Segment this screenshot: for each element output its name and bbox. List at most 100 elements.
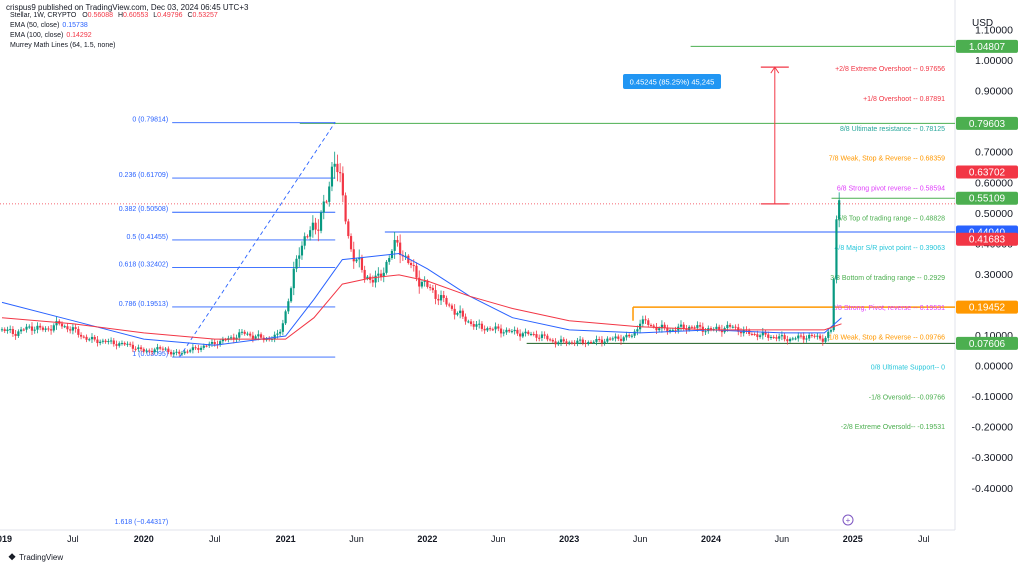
- candle-body: [598, 339, 601, 341]
- candle-body: [734, 326, 737, 328]
- measure-arrow-head: [770, 66, 780, 74]
- candle-body: [486, 328, 489, 331]
- price-label-text: 0.07606: [969, 339, 1006, 350]
- candle-body: [25, 326, 28, 330]
- candle-body: [129, 343, 132, 345]
- candle-body: [448, 304, 451, 306]
- candle-body: [606, 338, 609, 342]
- candle-body: [104, 340, 107, 343]
- candle-body: [396, 239, 399, 243]
- candle-body: [276, 333, 279, 335]
- candle-body: [690, 326, 694, 328]
- candle-body: [600, 339, 604, 343]
- candle-body: [802, 335, 805, 340]
- candle-body: [824, 337, 827, 342]
- ema100-indicator[interactable]: EMA (100, close) 0.14292: [10, 32, 92, 39]
- candle-body: [647, 320, 650, 325]
- ohlc-high: 0.60553: [123, 12, 149, 19]
- candle-body: [475, 324, 478, 327]
- candle-body: [197, 348, 200, 350]
- candle-body: [322, 201, 325, 213]
- murrey-indicator[interactable]: Murrey Math Lines (64, 1.5, none): [10, 42, 115, 49]
- price-label-box: [956, 39, 1018, 53]
- candle-body: [385, 261, 388, 273]
- candle-body: [243, 331, 246, 334]
- murrey-level-label: 1/8 Weak, Stop & Reverse -- 0.09766: [829, 335, 945, 342]
- candle-body: [300, 245, 304, 256]
- y-tick-label: 1.00000: [975, 55, 1013, 67]
- candle-body: [115, 344, 118, 346]
- candle-body: [44, 328, 47, 330]
- candle-body: [139, 347, 143, 350]
- candle-body: [636, 329, 639, 332]
- candle-body: [213, 341, 216, 345]
- y-tick-label: 0.30000: [975, 269, 1013, 281]
- candle-body: [557, 342, 560, 345]
- candle-body: [758, 335, 762, 337]
- fib-level-label: 1.618 (−0.44317): [115, 519, 169, 526]
- candle-body: [259, 334, 263, 338]
- candle-body: [810, 334, 813, 336]
- candle-body: [22, 329, 25, 331]
- candle-body: [497, 326, 500, 329]
- candle-body: [191, 347, 194, 351]
- candle-body: [756, 334, 759, 337]
- ohlc-low-label: L: [153, 12, 158, 19]
- candle-body: [407, 255, 410, 264]
- candle-body: [14, 333, 17, 336]
- murrey-level-label: -1/8 Oversold-- -0.09766: [869, 394, 945, 401]
- candle-body: [99, 341, 102, 344]
- x-tick-label: Jun: [633, 534, 648, 544]
- ema50-label: EMA (50, close): [10, 22, 60, 29]
- y-tick-label: -0.10000: [972, 391, 1014, 403]
- candle-body: [728, 324, 732, 327]
- candle-body: [319, 212, 323, 231]
- symbol-ohlc-row: Stellar, 1W, CRYPTO O0.56088 H0.60553 L0…: [10, 12, 218, 19]
- fib-level-label: 0.5 (0.41455): [127, 234, 169, 241]
- price-label-box: [956, 232, 1018, 246]
- candle-body: [221, 339, 224, 342]
- candle-body: [134, 348, 137, 350]
- candle-body: [150, 350, 154, 353]
- candle-body: [314, 222, 317, 230]
- candle-body: [442, 295, 445, 298]
- candle-body: [161, 348, 164, 350]
- tradingview-logo[interactable]: ❖ TradingView: [8, 552, 63, 563]
- fib-level-label: 0.618 (0.32402): [119, 262, 168, 269]
- murrey-level-label: -2/8 Extreme Oversold-- -0.19531: [841, 424, 945, 431]
- candle-body: [565, 341, 568, 344]
- candle-body: [205, 345, 208, 347]
- add-event-icon: [842, 514, 854, 526]
- ema50-indicator[interactable]: EMA (50, close) 0.15738: [10, 22, 88, 29]
- candle-body: [589, 342, 593, 344]
- x-tick-label: 2019: [0, 534, 12, 544]
- candle-body: [439, 295, 443, 301]
- y-tick-label: -0.20000: [972, 422, 1014, 434]
- price-label-box: [956, 300, 1018, 314]
- murrey-label: Murrey Math Lines (64, 1.5, none): [10, 42, 116, 49]
- candle-body: [109, 340, 113, 342]
- price-label-text: 0.55109: [969, 194, 1006, 205]
- candle-body: [118, 343, 121, 346]
- candle-body: [775, 337, 778, 339]
- candle-body: [178, 351, 181, 354]
- candle-body: [101, 340, 104, 342]
- candle-body: [153, 349, 156, 353]
- candle-body: [382, 272, 385, 277]
- candle-body: [344, 195, 347, 222]
- candle-body: [529, 333, 533, 335]
- murrey-level-label: 4/8 Major S/R pivot point -- 0.39063: [834, 245, 945, 252]
- candle-body: [668, 330, 672, 332]
- candle-body: [145, 350, 148, 352]
- candle-body: [295, 258, 298, 269]
- y-tick-label: 1.10000: [975, 25, 1013, 37]
- candle-body: [478, 323, 481, 325]
- price-label-text: 0.41683: [969, 235, 1006, 246]
- candle-body: [47, 328, 50, 330]
- candle-body: [652, 325, 655, 327]
- candle-body: [750, 333, 754, 335]
- y-tick-label: -0.40000: [972, 483, 1014, 495]
- candle-body: [483, 328, 486, 331]
- candle-body: [696, 325, 699, 328]
